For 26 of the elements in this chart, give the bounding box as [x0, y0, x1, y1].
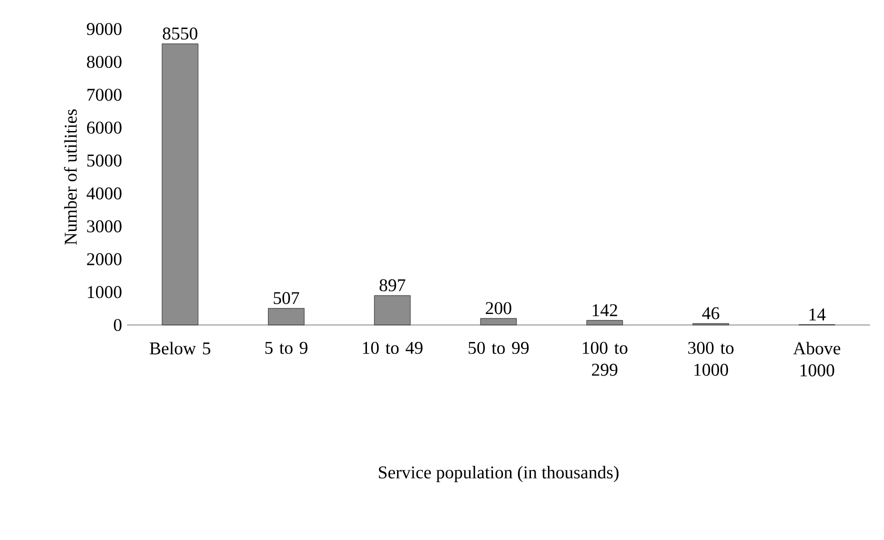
y-tick-label: 6000	[87, 122, 122, 134]
y-tick-label: 0	[114, 318, 122, 332]
y-tick-label: 5000	[87, 154, 122, 167]
y-tick-label: 7000	[87, 88, 122, 101]
data-label: 897	[380, 279, 406, 292]
x-tick-label: 5 to 9	[265, 342, 308, 354]
x-tick-label: Above 1000	[793, 342, 840, 376]
y-tick-label: 1000	[88, 286, 122, 298]
data-label: 200	[486, 302, 512, 314]
data-label: 8550	[162, 28, 198, 40]
x-axis-title: Service population (in thousands)	[378, 466, 618, 482]
y-axis-title: Number of utilities	[64, 109, 77, 245]
x-tick-label: Below 5	[150, 342, 210, 354]
y-tick-label: 4000	[86, 187, 122, 200]
x-tick-label: 10 to 49	[363, 342, 423, 354]
data-label: 507	[274, 292, 300, 304]
x-tick-label: 300 to 1000	[688, 342, 734, 376]
x-tick-label: 100 to 299	[582, 342, 628, 376]
data-label: 14	[810, 308, 826, 320]
data-label: 142	[592, 304, 618, 316]
data-label: 46	[702, 307, 720, 320]
y-tick-label: 8000	[86, 56, 122, 68]
y-tick-label: 3000	[87, 220, 122, 232]
y-tick-label: 9000	[86, 22, 122, 36]
y-tick-label: 2000	[87, 253, 122, 266]
x-tick-label: 50 to 99	[468, 342, 529, 354]
